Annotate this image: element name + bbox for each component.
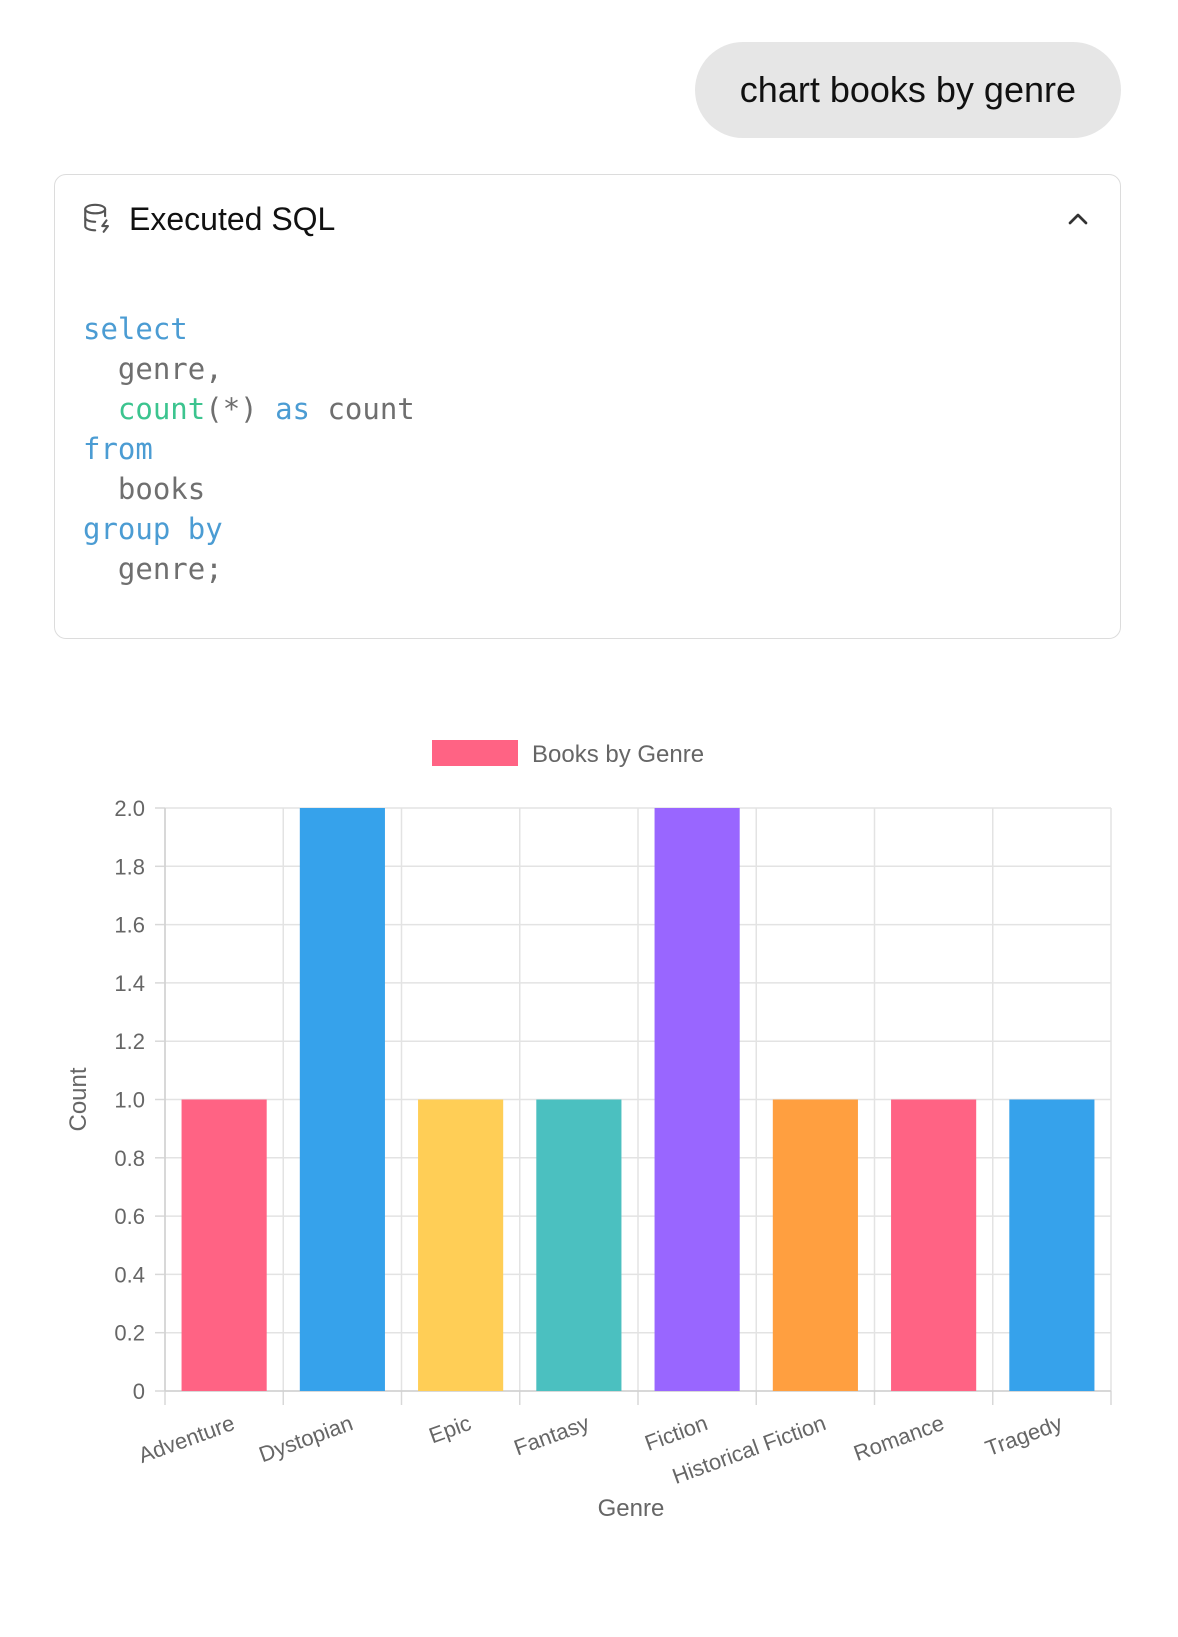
sql-function: count xyxy=(117,392,206,426)
sql-identifier: books xyxy=(117,472,206,506)
sql-identifier: (*) xyxy=(205,392,276,426)
y-tick-label: 0.6 xyxy=(114,1204,145,1229)
x-tick-label: Romance xyxy=(850,1410,947,1466)
sql-keyword: as xyxy=(275,392,310,426)
sql-line: from xyxy=(83,429,415,469)
x-tick-label: Fiction xyxy=(641,1410,710,1456)
sql-line: group by xyxy=(83,509,415,549)
y-tick-label: 0.2 xyxy=(114,1321,145,1346)
y-axis-title: Count xyxy=(65,1067,92,1131)
x-tick-label: Adventure xyxy=(135,1410,238,1468)
x-axis-title: Genre xyxy=(598,1495,665,1522)
sql-identifier: count xyxy=(310,392,415,426)
executed-sql-title: Executed SQL xyxy=(129,200,336,237)
sql-identifier: genre; xyxy=(117,552,223,586)
database-icon xyxy=(84,203,109,233)
y-tick-label: 0 xyxy=(133,1379,145,1404)
x-tick-label: Epic xyxy=(426,1410,475,1448)
y-tick-label: 1.6 xyxy=(114,913,145,938)
sql-keyword: group by xyxy=(83,512,223,546)
bar-fiction xyxy=(654,808,740,1391)
y-tick-label: 2.0 xyxy=(114,796,145,821)
legend-swatch xyxy=(432,740,518,766)
executed-sql-card: Executed SQL select genre, count(*) as c… xyxy=(54,174,1121,639)
bar-epic xyxy=(418,1099,504,1391)
sql-line: books xyxy=(83,469,415,509)
sql-code-block: select genre, count(*) as count from book… xyxy=(83,309,415,589)
bar-dystopian xyxy=(299,808,385,1391)
sql-keyword: select xyxy=(83,312,188,346)
user-message-text: chart books by genre xyxy=(739,69,1076,110)
bar-fantasy xyxy=(536,1099,622,1391)
bar-adventure xyxy=(181,1099,267,1391)
y-tick-label: 1.0 xyxy=(114,1088,145,1113)
sql-identifier: genre, xyxy=(117,352,223,386)
bar-historical-fiction xyxy=(772,1099,858,1391)
chevron-up-icon[interactable] xyxy=(1062,203,1094,235)
sql-keyword: from xyxy=(83,432,153,466)
legend-label: Books by Genre xyxy=(532,741,704,768)
sql-line: genre; xyxy=(83,549,415,589)
executed-sql-header[interactable]: Executed SQL xyxy=(81,197,1094,241)
y-tick-label: 0.8 xyxy=(114,1146,145,1171)
sql-line: select xyxy=(83,309,415,349)
chart-container: 0 0.2 0.4 0.6 0.8 1.0 1.2 1.4 1.6 1.8 2.0 Adventure… xyxy=(0,740,1178,1632)
x-tick-label: Tragedy xyxy=(982,1410,1066,1461)
bar-chart: 0 0.2 0.4 0.6 0.8 1.0 1.2 1.4 1.6 1.8 2.0 Adventure… xyxy=(65,740,1112,1522)
y-tick-label: 1.4 xyxy=(114,971,145,996)
y-tick-label: 0.4 xyxy=(114,1262,145,1287)
y-tick-label: 1.8 xyxy=(114,854,145,879)
x-tick-label: Dystopian xyxy=(256,1410,356,1467)
sql-line: genre, xyxy=(83,349,415,389)
sql-line: count(*) as count xyxy=(83,389,415,429)
user-message-bubble: chart books by genre xyxy=(694,42,1121,138)
y-tick-label: 1.2 xyxy=(114,1029,145,1054)
bar-romance xyxy=(891,1099,977,1391)
x-tick-label: Fantasy xyxy=(510,1410,592,1460)
bar-tragedy xyxy=(1009,1099,1095,1391)
